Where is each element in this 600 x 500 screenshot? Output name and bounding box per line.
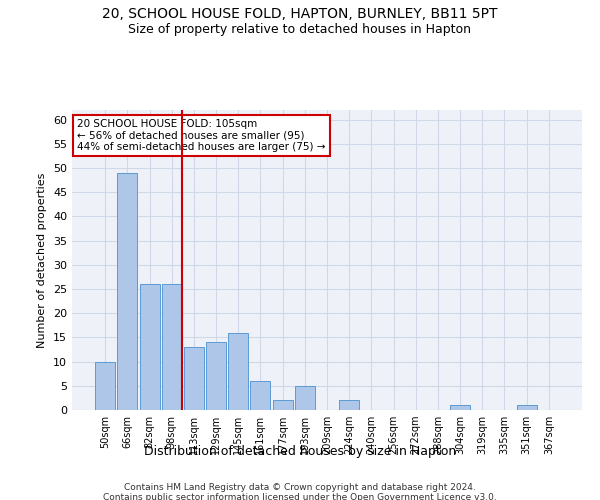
Text: Contains HM Land Registry data © Crown copyright and database right 2024.: Contains HM Land Registry data © Crown c… <box>124 482 476 492</box>
Bar <box>162 284 182 410</box>
Bar <box>339 400 359 410</box>
Bar <box>250 381 271 410</box>
Bar <box>118 173 137 410</box>
Text: Size of property relative to detached houses in Hapton: Size of property relative to detached ho… <box>128 22 472 36</box>
Bar <box>450 405 470 410</box>
Y-axis label: Number of detached properties: Number of detached properties <box>37 172 47 348</box>
Bar <box>184 347 204 410</box>
Bar <box>140 284 160 410</box>
Bar <box>206 342 226 410</box>
Text: 20 SCHOOL HOUSE FOLD: 105sqm
← 56% of detached houses are smaller (95)
44% of se: 20 SCHOOL HOUSE FOLD: 105sqm ← 56% of de… <box>77 119 326 152</box>
Bar <box>95 362 115 410</box>
Bar <box>517 405 536 410</box>
Bar <box>295 386 315 410</box>
Text: Distribution of detached houses by size in Hapton: Distribution of detached houses by size … <box>144 445 456 458</box>
Text: 20, SCHOOL HOUSE FOLD, HAPTON, BURNLEY, BB11 5PT: 20, SCHOOL HOUSE FOLD, HAPTON, BURNLEY, … <box>102 8 498 22</box>
Text: Contains public sector information licensed under the Open Government Licence v3: Contains public sector information licen… <box>103 492 497 500</box>
Bar <box>228 332 248 410</box>
Bar <box>272 400 293 410</box>
